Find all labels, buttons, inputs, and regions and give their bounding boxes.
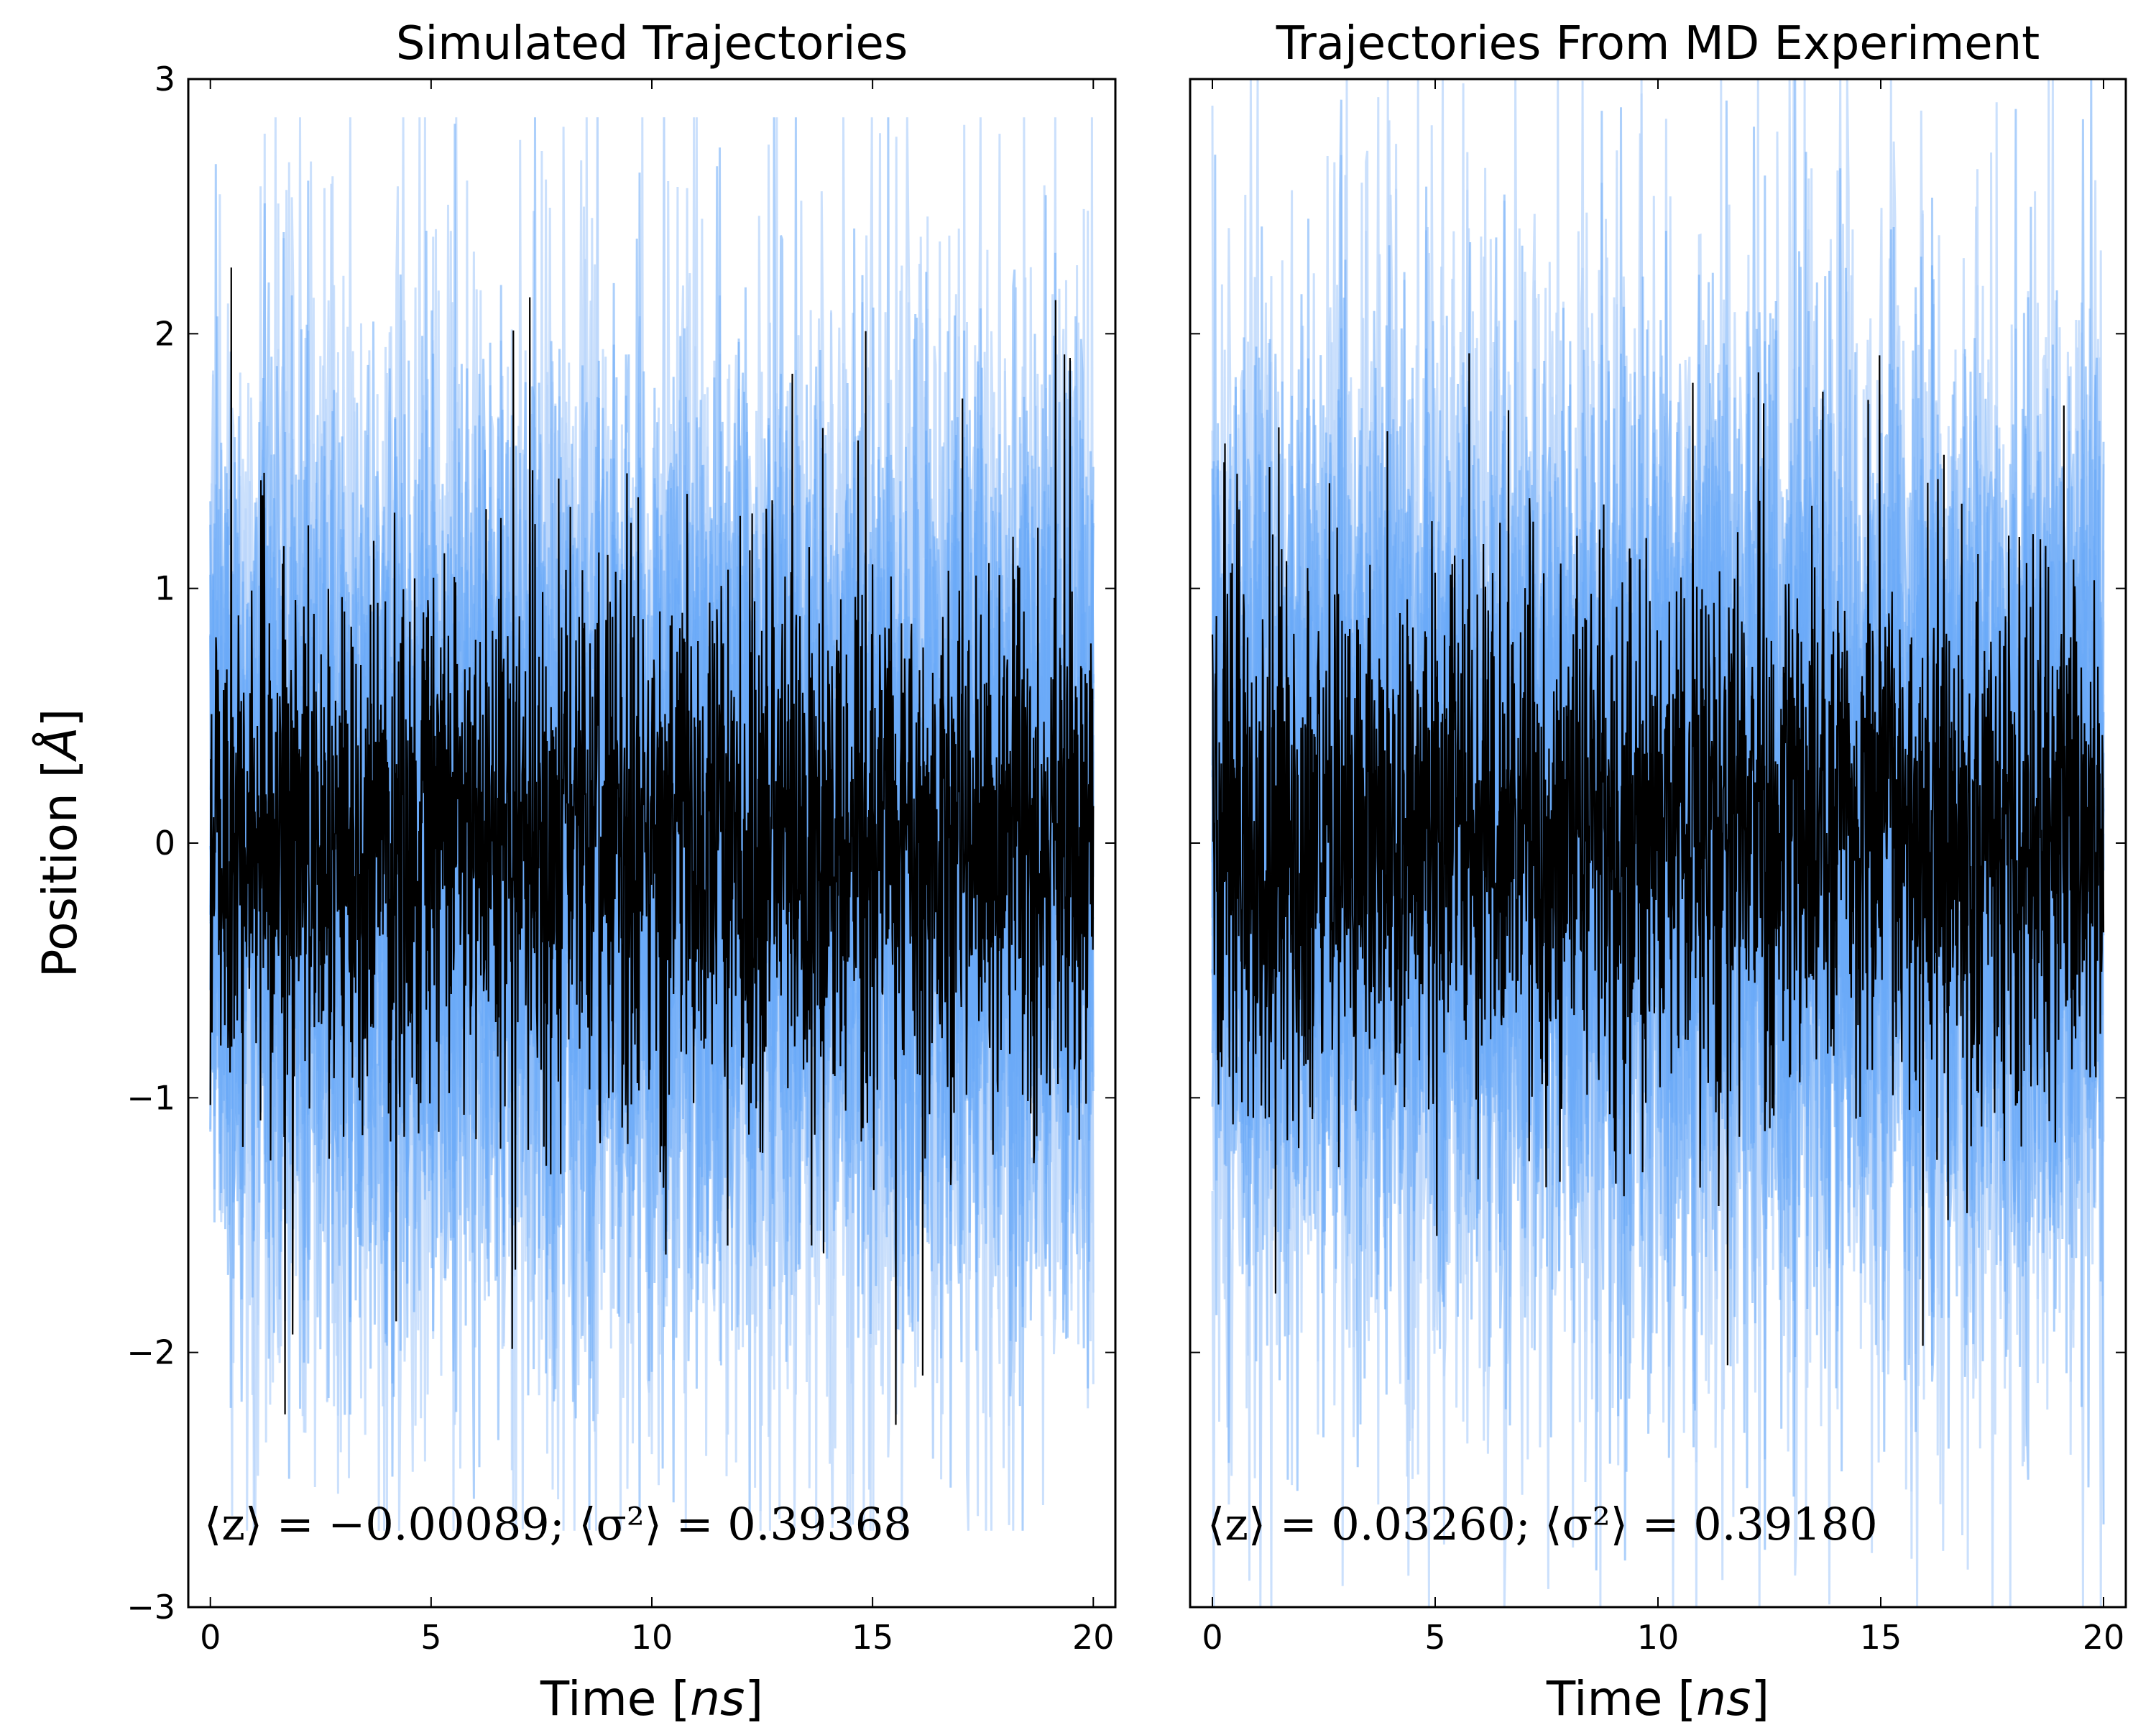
y-tick-label: 2: [155, 314, 175, 353]
highlighted-trajectory: [209, 267, 1095, 1425]
right-ticks: 0 5 10 15 20: [1190, 78, 2126, 1657]
x-tick-label: 20: [2083, 1618, 2125, 1657]
y-tick-label: 0: [155, 824, 175, 862]
right-plot-area: [1211, 79, 2105, 1607]
y-tick-label: −1: [126, 1078, 175, 1117]
highlighted-trajectory: [1211, 353, 2105, 1366]
left-panel: Simulated Trajectories 0 5 10 15 20 −3 −2 −1 0 1 2…: [32, 17, 1117, 1725]
right-stats-annotation: ⟨z⟩ = 0.03260; ⟨σ²⟩ = 0.39180: [1207, 1498, 1878, 1550]
left-stats-annotation: ⟨z⟩ = −0.00089; ⟨σ²⟩ = 0.39368: [204, 1498, 912, 1550]
x-tick-label: 0: [1202, 1618, 1222, 1657]
left-chart-title: Simulated Trajectories: [396, 17, 908, 70]
y-tick-label: 3: [155, 60, 175, 98]
x-tick-label: 0: [200, 1618, 221, 1657]
left-ticks: 0 5 10 15 20 −3 −2 −1 0 1 2 3: [126, 60, 1115, 1657]
x-tick-label: 5: [420, 1618, 441, 1657]
left-y-axis-label: Position [Å]: [32, 709, 88, 978]
x-tick-label: 10: [1637, 1618, 1680, 1657]
x-tick-label: 15: [1860, 1618, 1902, 1657]
left-plot-area: [209, 117, 1095, 1531]
y-tick-label: −2: [126, 1333, 175, 1372]
right-panel: Trajectories From MD Experiment 0 5 10 15 20…: [1189, 17, 2127, 1725]
x-tick-label: 10: [631, 1618, 673, 1657]
x-tick-label: 20: [1072, 1618, 1115, 1657]
y-tick-label: −3: [126, 1588, 175, 1627]
y-tick-label: 1: [155, 569, 175, 608]
right-chart-title: Trajectories From MD Experiment: [1276, 17, 2040, 70]
left-x-axis-label: Time [ns]: [540, 1671, 763, 1725]
x-tick-label: 5: [1424, 1618, 1445, 1657]
x-tick-label: 15: [852, 1618, 894, 1657]
right-x-axis-label: Time [ns]: [1546, 1671, 1769, 1725]
